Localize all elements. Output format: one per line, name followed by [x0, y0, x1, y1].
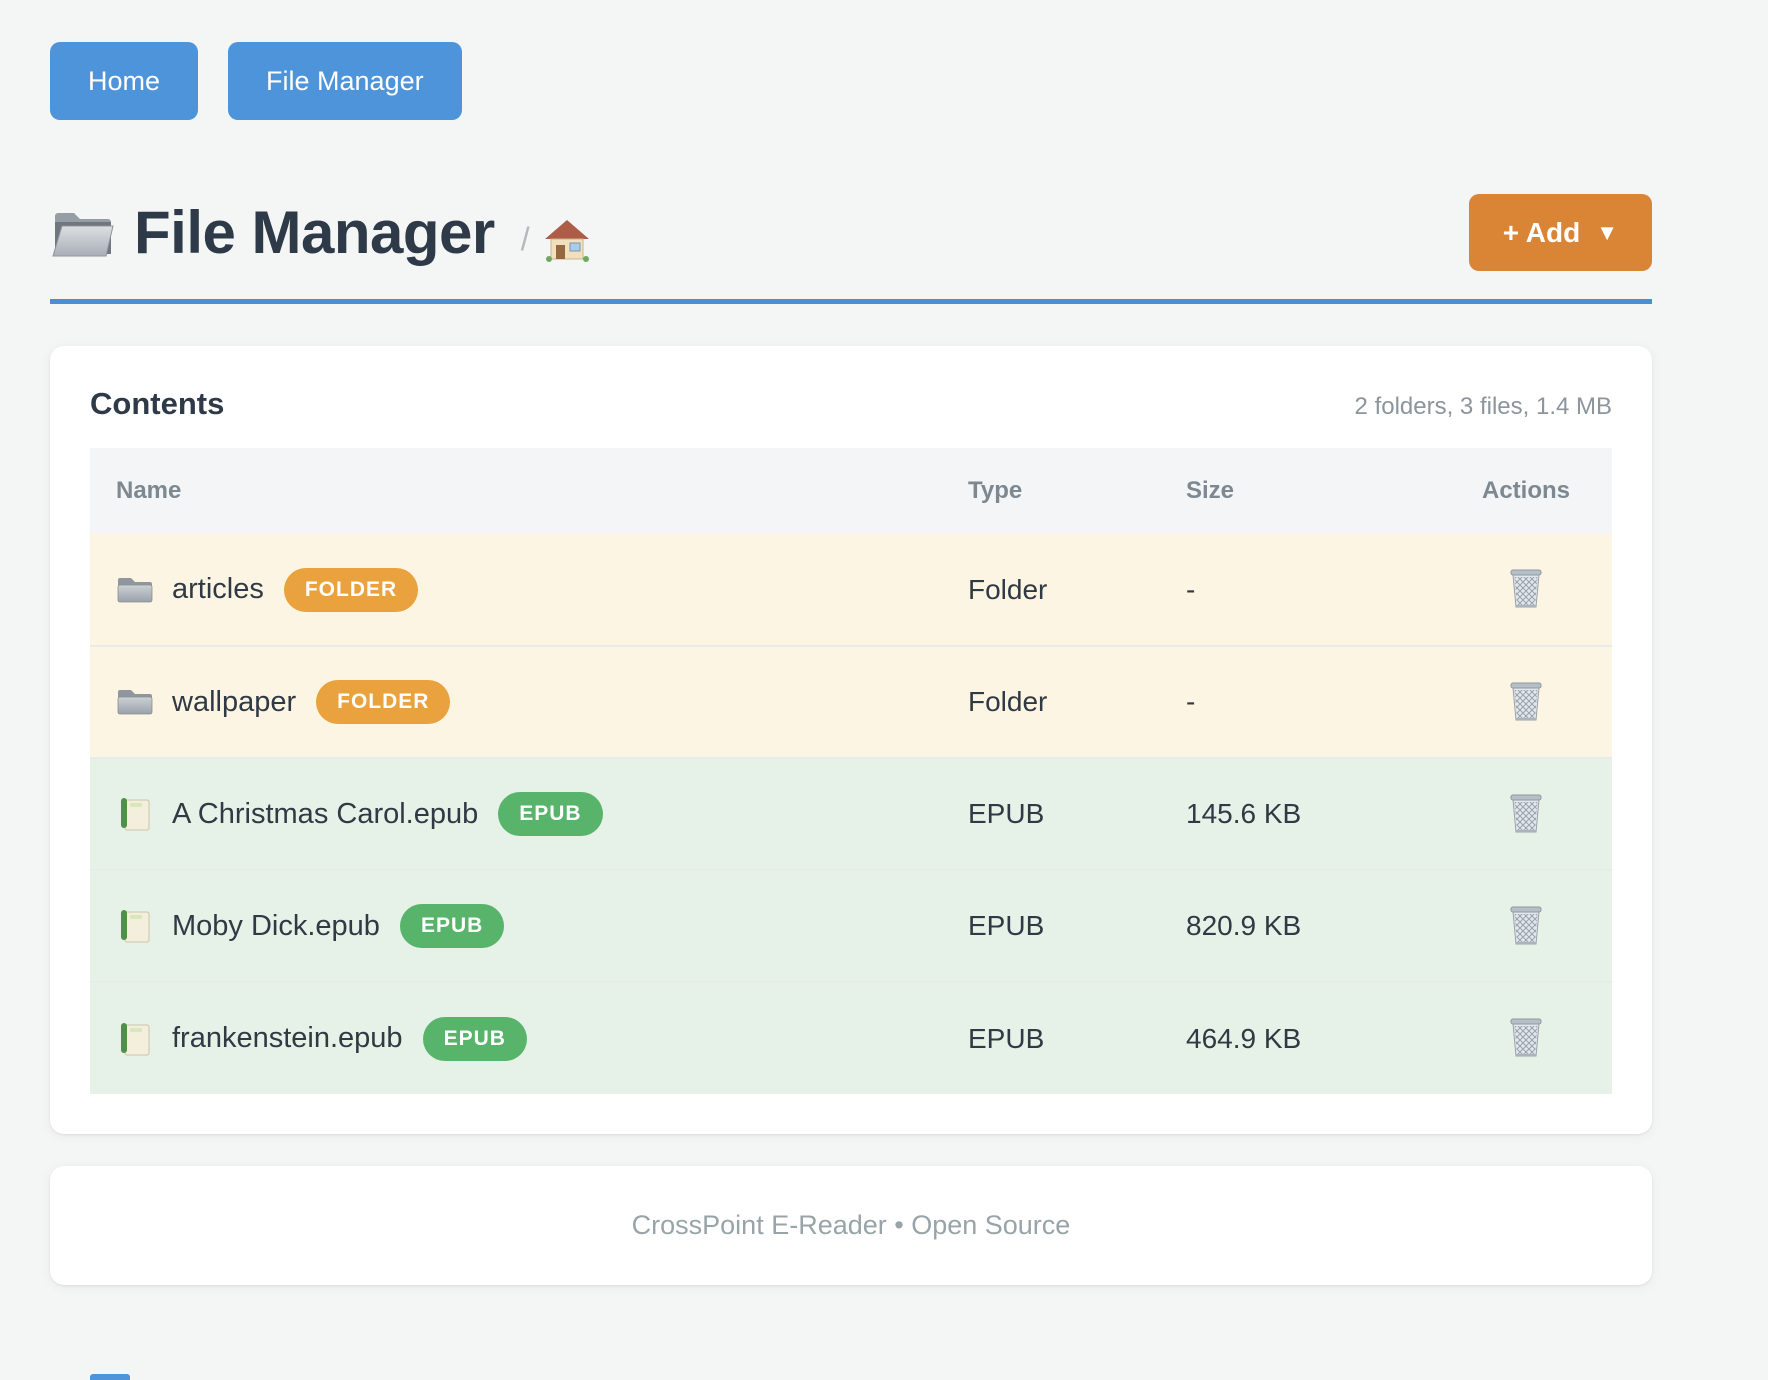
- item-name-link[interactable]: articles: [172, 573, 264, 605]
- type-cell: EPUB: [968, 798, 1045, 829]
- size-cell: 464.9 KB: [1186, 1022, 1302, 1054]
- folder-open-icon: [52, 212, 114, 256]
- nav-file-manager-button[interactable]: File Manager: [228, 42, 462, 120]
- top-nav: Home File Manager: [50, 0, 1652, 120]
- contents-title: Contents: [90, 386, 225, 421]
- folder-icon: [117, 577, 153, 602]
- trash-icon: [1510, 1018, 1542, 1057]
- type-cell: EPUB: [968, 910, 1045, 941]
- size-cell: -: [1186, 686, 1196, 717]
- delete-button[interactable]: [1504, 563, 1548, 613]
- type-badge: EPUB: [498, 792, 603, 836]
- table-row[interactable]: wallpaper FOLDER Folder -: [90, 646, 1612, 758]
- size-cell: 820.9 KB: [1186, 910, 1302, 941]
- type-badge: FOLDER: [283, 567, 419, 612]
- item-name-link[interactable]: A Christmas Carol.epub: [172, 797, 479, 830]
- size-cell: -: [1186, 573, 1196, 605]
- book-icon: [121, 910, 150, 943]
- table-body: articles FOLDER Folder -: [90, 534, 1612, 1094]
- table-row[interactable]: articles FOLDER Folder -: [90, 534, 1612, 646]
- page-header: File Manager / + Add ▼: [50, 194, 1652, 271]
- type-cell: EPUB: [968, 1022, 1045, 1054]
- footer: CrossPoint E-Reader • Open Source: [50, 1166, 1652, 1285]
- size-cell: 145.6 KB: [1186, 798, 1302, 829]
- page-title: File Manager: [134, 199, 495, 266]
- book-icon: [121, 798, 150, 831]
- book-icon: [121, 1022, 150, 1055]
- type-cell: Folder: [968, 686, 1048, 717]
- trash-icon: [1510, 794, 1542, 832]
- delete-button[interactable]: [1504, 900, 1548, 950]
- header-divider: [50, 299, 1652, 304]
- nav-home-button[interactable]: Home: [50, 42, 199, 120]
- delete-button[interactable]: [1504, 788, 1548, 838]
- column-header-type: Type: [968, 448, 1186, 534]
- breadcrumb-home[interactable]: [544, 218, 590, 262]
- partially-visible-button[interactable]: [90, 1374, 130, 1380]
- item-name-link[interactable]: wallpaper: [172, 685, 297, 718]
- item-name-link[interactable]: frankenstein.epub: [172, 1022, 403, 1054]
- contents-summary: 2 folders, 3 files, 1.4 MB: [1354, 393, 1612, 420]
- home-icon: [544, 219, 589, 262]
- contents-card: Contents 2 folders, 3 files, 1.4 MB Name…: [50, 346, 1652, 1134]
- delete-button[interactable]: [1504, 676, 1548, 726]
- trash-icon: [1510, 682, 1542, 720]
- breadcrumb-separator: /: [520, 221, 530, 257]
- type-badge: FOLDER: [316, 680, 451, 724]
- folder-icon: [117, 690, 153, 715]
- page-content: Home File Manager File Manager /: [50, 0, 1652, 1285]
- table-header-row: Name Type Size Actions: [90, 448, 1612, 534]
- type-badge: EPUB: [399, 904, 505, 948]
- column-header-size: Size: [1186, 448, 1440, 534]
- table-row[interactable]: Moby Dick.epub EPUB EPUB 820.9 KB: [90, 870, 1612, 982]
- footer-text: CrossPoint E-Reader • Open Source: [631, 1210, 1071, 1240]
- trash-icon: [1510, 906, 1542, 944]
- add-button[interactable]: + Add ▼: [1468, 194, 1652, 271]
- item-name-link[interactable]: Moby Dick.epub: [172, 909, 380, 942]
- files-table: Name Type Size Actions: [90, 448, 1612, 1094]
- column-header-actions: Actions: [1440, 448, 1612, 534]
- caret-down-icon: ▼: [1596, 219, 1618, 245]
- type-cell: Folder: [968, 573, 1048, 605]
- type-badge: EPUB: [422, 1016, 527, 1061]
- delete-button[interactable]: [1504, 1012, 1548, 1062]
- table-row[interactable]: A Christmas Carol.epub EPUB EPUB 145.6 K…: [90, 758, 1612, 870]
- contents-card-header: Contents 2 folders, 3 files, 1.4 MB: [90, 386, 1612, 422]
- add-button-label: + Add: [1502, 216, 1581, 248]
- column-header-name: Name: [90, 448, 968, 534]
- trash-icon: [1510, 569, 1542, 608]
- table-row[interactable]: frankenstein.epub EPUB EPUB 464.9 KB: [90, 982, 1612, 1094]
